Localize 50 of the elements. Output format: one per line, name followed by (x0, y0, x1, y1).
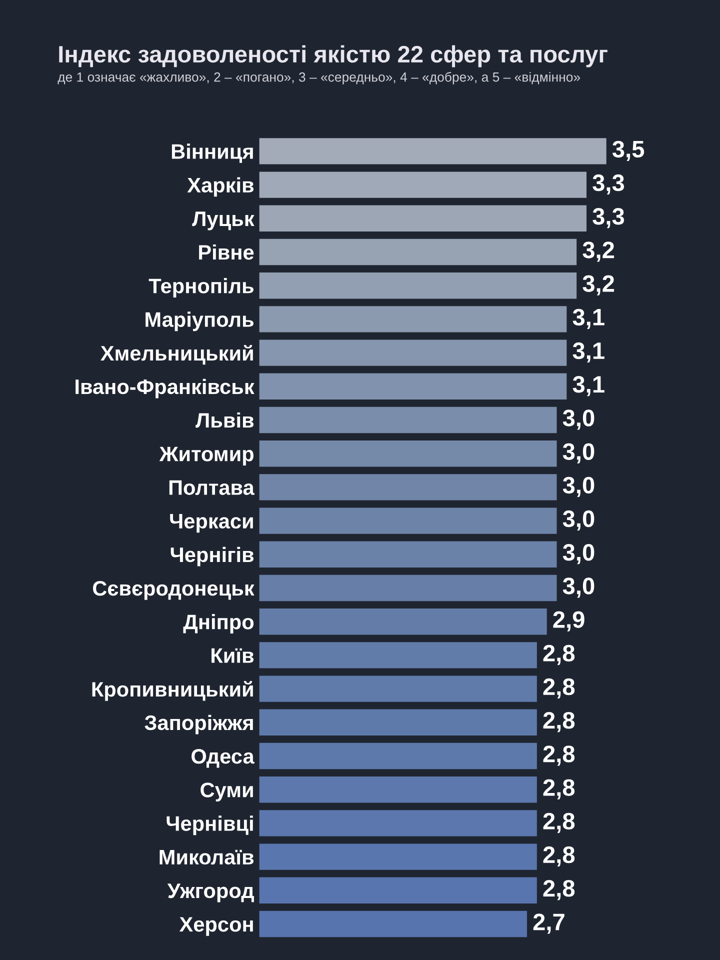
data-label: 2,8 (543, 644, 575, 665)
data-label: 3,1 (572, 308, 604, 329)
y-tick-label: Київ (212, 648, 254, 663)
y-tick-label: Полтава (169, 480, 254, 495)
data-label: 3,2 (582, 275, 614, 296)
data-label: 2,9 (553, 611, 584, 632)
y-tick-label: Ужгород (167, 884, 254, 902)
data-label: 3,3 (592, 174, 624, 195)
data-label: 2,8 (543, 779, 575, 800)
data-label: 3,5 (612, 140, 644, 161)
data-label: 3,2 (582, 242, 614, 262)
y-tick-label: Тернопіль (148, 278, 254, 298)
y-tick-label: Львів (196, 412, 254, 428)
data-label: 2,7 (533, 914, 564, 934)
y-tick-label: Одеса (192, 749, 254, 768)
data-label: 3,0 (562, 410, 594, 430)
chart-subtitle: де 1 означає «жахливо», 2 – «погано», 3 – «середньо», 4 – «добре», а 5 – «відмінно» (58, 72, 580, 84)
y-tick-label: Житомир (159, 446, 254, 466)
data-label: 3,3 (592, 208, 624, 228)
y-tick-label: Суми (200, 782, 253, 802)
y-tick-label: Івано-Франківськ (76, 378, 254, 398)
data-label: 2,8 (543, 678, 575, 699)
y-tick-label: Миколаїв (160, 850, 254, 865)
data-label: 2,8 (543, 812, 575, 833)
y-tick-label: Харків (187, 177, 254, 197)
data-label: 3,0 (562, 578, 594, 598)
data-label: 3,0 (562, 544, 594, 564)
data-label: 3,1 (572, 342, 604, 363)
data-label: 3,1 (572, 376, 604, 396)
y-tick-label: Сєвєродонецьк (93, 581, 254, 600)
y-tick-label: Черкаси (170, 514, 253, 533)
y-tick-label: Чернігів (170, 546, 254, 566)
data-label: 3,0 (562, 443, 594, 464)
y-tick-label: Рівне (199, 244, 254, 260)
y-tick-label: Дніпро (183, 614, 254, 634)
y-tick-label: Чернівці (166, 816, 253, 836)
y-tick-label: Хмельницький (100, 344, 253, 365)
y-tick-label: Кропивницький (92, 681, 253, 701)
data-label: 2,8 (543, 880, 575, 900)
chart-title: Індекс задоволеності якістю 22 сфер та послуг (59, 45, 608, 68)
y-tick-label: Вінниця (172, 144, 253, 163)
data-label: 3,0 (562, 476, 594, 497)
data-label: 3,0 (562, 510, 594, 531)
data-label: 2,8 (543, 712, 575, 732)
y-tick-label: Запоріжжя (144, 714, 253, 734)
y-tick-label: Луцьк (192, 212, 254, 230)
y-tick-label: Херсон (179, 917, 253, 936)
data-label: 2,8 (543, 746, 575, 766)
data-label: 2,8 (543, 846, 575, 867)
y-tick-label: Маріуполь (146, 312, 254, 332)
